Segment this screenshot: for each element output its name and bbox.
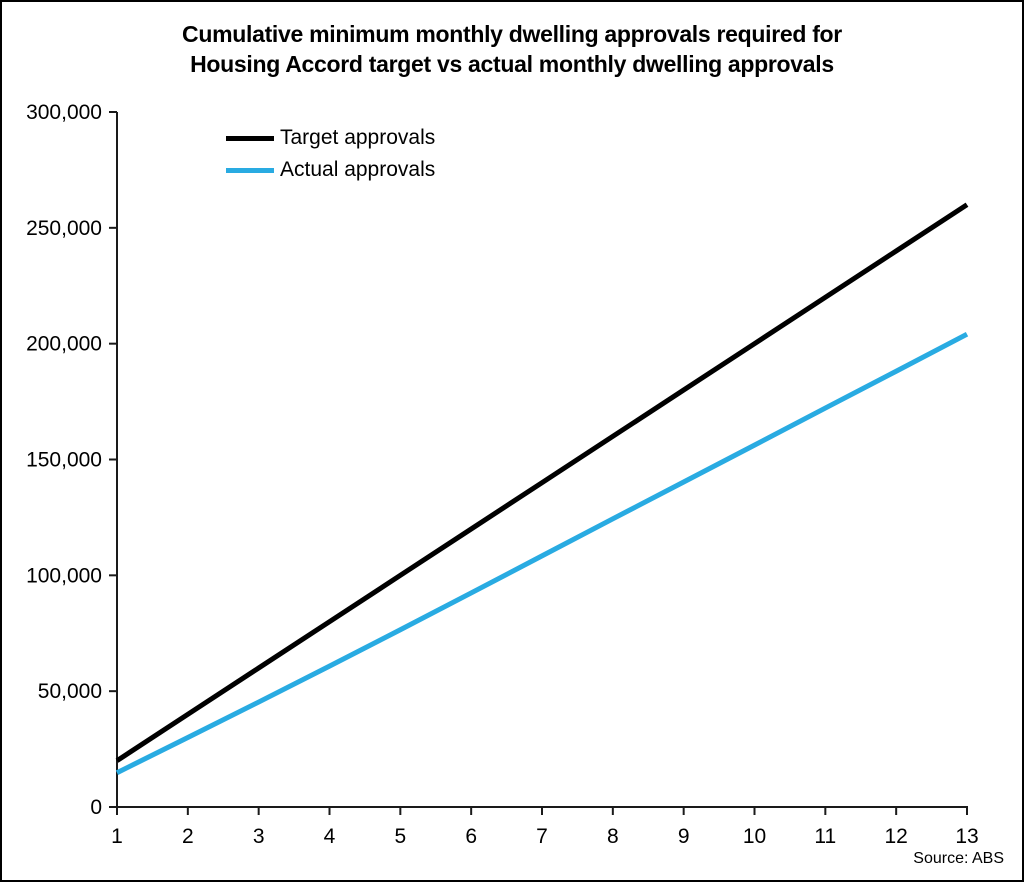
svg-text:4: 4 <box>324 825 336 848</box>
svg-text:10: 10 <box>743 825 766 848</box>
target-line-swatch <box>226 135 274 141</box>
svg-text:250,000: 250,000 <box>26 217 102 240</box>
legend-label-target: Target approvals <box>280 126 436 149</box>
svg-text:5: 5 <box>394 825 406 848</box>
source-note: Source: ABS <box>913 850 1004 867</box>
svg-text:50,000: 50,000 <box>38 680 102 703</box>
legend-item-actual: Actual approvals <box>226 154 435 186</box>
svg-text:6: 6 <box>465 825 477 848</box>
svg-text:300,000: 300,000 <box>26 101 102 124</box>
svg-text:3: 3 <box>253 825 265 848</box>
svg-text:0: 0 <box>90 796 102 819</box>
svg-text:8: 8 <box>607 825 619 848</box>
svg-text:150,000: 150,000 <box>26 449 102 472</box>
svg-text:7: 7 <box>536 825 548 848</box>
svg-text:13: 13 <box>955 825 978 848</box>
chart-title-line2: Housing Accord target vs actual monthly … <box>190 51 834 77</box>
svg-text:9: 9 <box>678 825 690 848</box>
actual-line-swatch <box>226 167 274 173</box>
svg-text:200,000: 200,000 <box>26 333 102 356</box>
svg-text:1: 1 <box>111 825 123 848</box>
chart-title-line1: Cumulative minimum monthly dwelling appr… <box>182 21 842 47</box>
legend: Target approvals Actual approvals <box>226 122 435 186</box>
chart-title: Cumulative minimum monthly dwelling appr… <box>2 19 1022 79</box>
svg-text:100,000: 100,000 <box>26 564 102 587</box>
svg-text:12: 12 <box>884 825 907 848</box>
svg-text:11: 11 <box>814 825 836 848</box>
legend-label-actual: Actual approvals <box>280 158 436 181</box>
legend-item-target: Target approvals <box>226 122 435 154</box>
svg-text:2: 2 <box>182 825 194 848</box>
